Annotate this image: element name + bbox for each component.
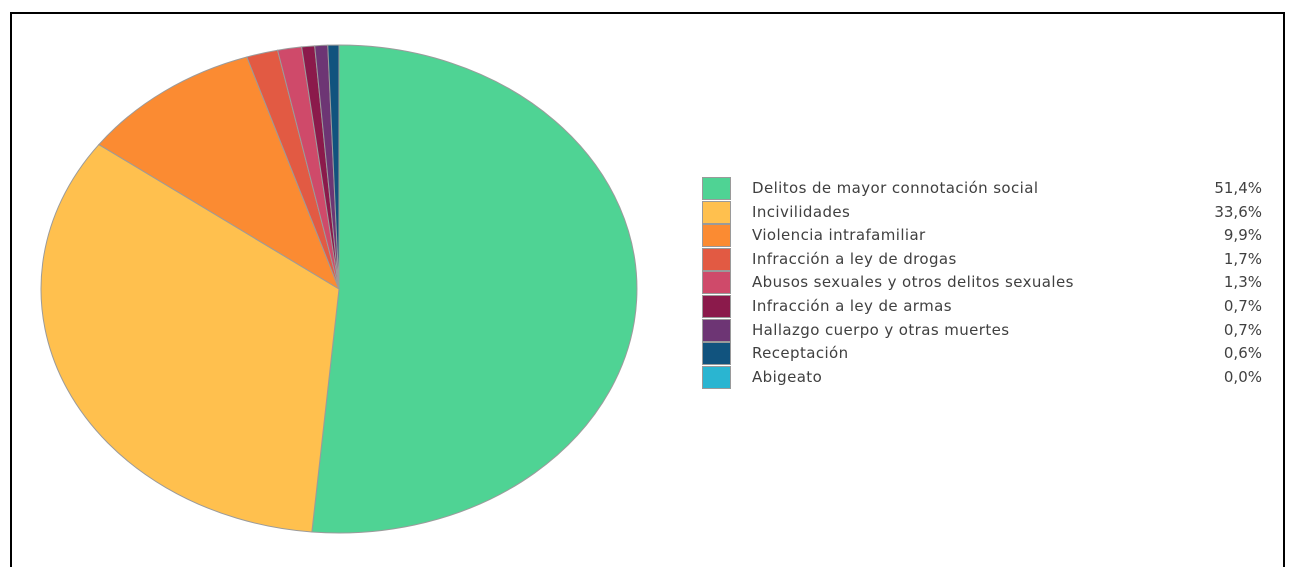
pie-slice-violencia-intrafamiliar: [98, 56, 341, 291]
legend-item-abigeato: Abigeato 0,0%: [702, 365, 1282, 390]
legend-label: Violencia intrafamiliar: [752, 226, 926, 245]
legend-item-violencia-intrafamiliar: Violencia intrafamiliar 9,9%: [702, 224, 1282, 248]
legend-item-infraccion-a-ley-de-drogas: Infracción a ley de drogas 1,7%: [702, 247, 1282, 272]
legend-value: 0,7%: [1223, 320, 1262, 339]
legend-value: 9,9%: [1223, 226, 1262, 245]
legend-label: Incivilidades: [752, 202, 851, 221]
pie-chart: [40, 44, 638, 534]
legend-value: 0,6%: [1223, 344, 1262, 363]
pie-slice-receptacion: [327, 44, 340, 290]
legend-value: 51,4%: [1214, 179, 1262, 197]
legend-item-abusos-sexuales-y-otros-delitos-sexuales: Abusos sexuales y otros delitos sexuales…: [702, 271, 1282, 295]
legend-label: Abusos sexuales y otros delitos sexuales: [752, 273, 1074, 292]
legend-swatch: [702, 271, 731, 295]
legend-item-infraccion-a-ley-de-armas: Infracción a ley de armas 0,7%: [702, 294, 1282, 319]
legend-item-incivilidades: Incivilidades 33,6%: [702, 200, 1282, 225]
legend-value: 1,7%: [1223, 249, 1262, 268]
legend-value: 0,7%: [1223, 296, 1262, 315]
legend-swatch: [702, 247, 731, 271]
chart-box: Delitos de mayor connotación social 51,4%…: [10, 12, 1285, 567]
chart-frame: Delitos de mayor connotación social 51,4%…: [10, 12, 1285, 567]
legend-label: Delitos de mayor connotación social: [752, 179, 1039, 197]
legend-swatch: [702, 365, 731, 389]
legend-swatch: [702, 200, 731, 224]
legend-item-receptacion: Receptación 0,6%: [702, 342, 1282, 366]
pie-slice-incivilidades: [40, 143, 340, 533]
legend-swatch: [702, 318, 731, 342]
legend-swatch: [702, 177, 731, 200]
legend-label: Hallazgo cuerpo y otras muertes: [752, 320, 1010, 339]
legend-swatch: [702, 294, 731, 318]
legend-value: 33,6%: [1214, 202, 1262, 221]
legend-swatch: [702, 224, 731, 248]
legend-label: Abigeato: [752, 367, 823, 386]
legend-item-delitos-de-mayor-connotacion-social: Delitos de mayor connotación social 51,4%: [702, 177, 1282, 201]
legend: Delitos de mayor connotación social 51,4%…: [702, 177, 1282, 389]
legend-value: 0,0%: [1223, 367, 1262, 386]
legend-label: Infracción a ley de armas: [752, 296, 952, 315]
legend-label: Receptación: [752, 344, 849, 363]
legend-swatch: [702, 342, 731, 366]
legend-item-hallazgo-cuerpo-y-otras-muertes: Hallazgo cuerpo y otras muertes 0,7%: [702, 318, 1282, 343]
legend-value: 1,3%: [1223, 273, 1262, 292]
legend-label: Infracción a ley de drogas: [752, 249, 957, 268]
pie-slice-delitos-de-mayor-connotacion-social: [311, 44, 638, 534]
